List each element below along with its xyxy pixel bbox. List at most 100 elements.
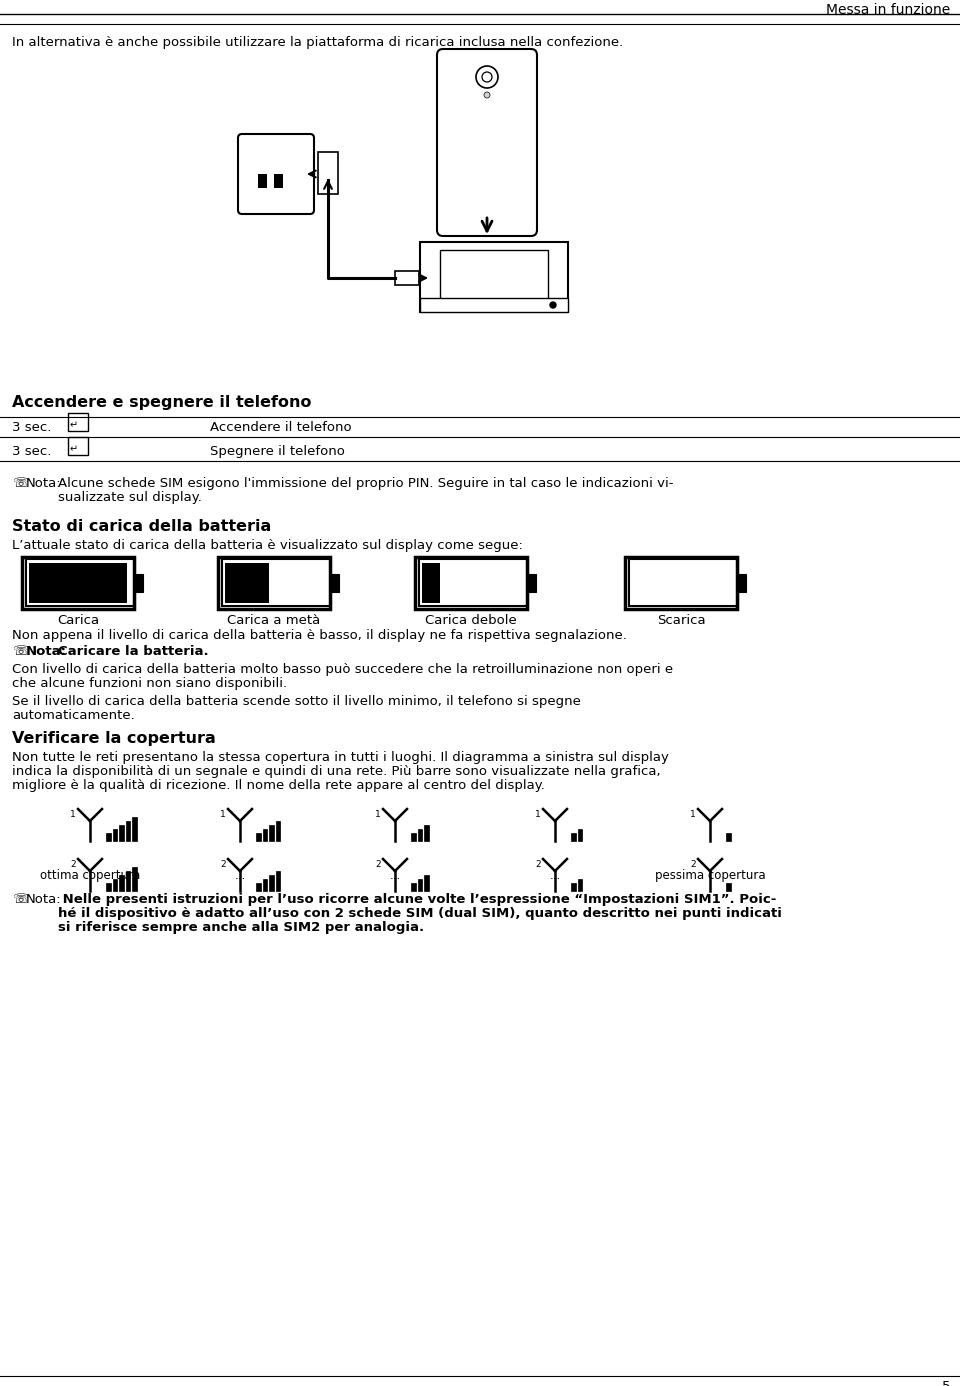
Bar <box>578 829 582 841</box>
Text: 5: 5 <box>942 1380 950 1386</box>
Text: 2: 2 <box>221 859 226 869</box>
FancyBboxPatch shape <box>238 134 314 213</box>
Bar <box>527 574 536 592</box>
Bar <box>411 833 416 841</box>
Bar <box>629 559 738 606</box>
Text: ...: ... <box>549 869 561 881</box>
Bar <box>274 175 283 188</box>
Text: ottima copertura: ottima copertura <box>40 869 140 881</box>
Bar <box>415 557 527 608</box>
Bar <box>330 574 339 592</box>
Bar <box>418 879 422 891</box>
Bar <box>419 559 528 606</box>
Bar <box>29 563 127 603</box>
Text: 1: 1 <box>375 809 381 819</box>
Bar <box>134 574 143 592</box>
Text: 2: 2 <box>70 859 76 869</box>
Text: pessima copertura: pessima copertura <box>655 869 765 881</box>
Text: si riferisce sempre anche alla SIM2 per analogia.: si riferisce sempre anche alla SIM2 per … <box>58 922 424 934</box>
Bar <box>126 870 130 891</box>
Bar <box>222 559 331 606</box>
Bar <box>256 883 260 891</box>
Bar <box>578 879 582 891</box>
Text: Non appena il livello di carica della batteria è basso, il display ne fa rispett: Non appena il livello di carica della ba… <box>12 629 627 642</box>
Circle shape <box>484 91 490 98</box>
Text: Spegnere il telefono: Spegnere il telefono <box>210 445 345 457</box>
Text: 1: 1 <box>70 809 76 819</box>
Bar <box>424 825 428 841</box>
Text: ↵: ↵ <box>70 420 78 430</box>
Text: Accendere il telefono: Accendere il telefono <box>210 421 351 434</box>
Bar <box>119 875 124 891</box>
Text: ☏: ☏ <box>12 477 29 491</box>
Text: Stato di carica della batteria: Stato di carica della batteria <box>12 518 272 534</box>
Text: 2: 2 <box>536 859 541 869</box>
Bar <box>737 574 746 592</box>
Text: ...: ... <box>390 869 400 881</box>
Bar <box>420 243 568 312</box>
Bar <box>68 413 88 431</box>
Bar <box>68 437 88 455</box>
Bar <box>112 879 117 891</box>
Text: 3 sec.: 3 sec. <box>12 445 52 457</box>
Bar <box>418 829 422 841</box>
Bar <box>262 879 267 891</box>
Bar <box>411 883 416 891</box>
Text: ↵: ↵ <box>70 444 78 455</box>
Text: automaticamente.: automaticamente. <box>12 710 134 722</box>
Text: Carica debole: Carica debole <box>425 614 516 626</box>
Bar <box>440 249 548 302</box>
Text: Nota:: Nota: <box>26 644 67 658</box>
Bar <box>276 821 280 841</box>
Text: Nelle presenti istruzioni per l’uso ricorre alcune volte l’espressione “Impostaz: Nelle presenti istruzioni per l’uso rico… <box>58 893 777 906</box>
Text: Verificare la copertura: Verificare la copertura <box>12 730 216 746</box>
Bar <box>395 272 419 286</box>
Bar <box>106 883 110 891</box>
Text: migliore è la qualità di ricezione. Il nome della rete appare al centro del disp: migliore è la qualità di ricezione. Il n… <box>12 779 545 791</box>
Bar <box>258 175 267 188</box>
Text: Accendere e spegnere il telefono: Accendere e spegnere il telefono <box>12 395 311 410</box>
Bar <box>726 833 731 841</box>
Bar <box>112 829 117 841</box>
Circle shape <box>482 72 492 82</box>
Bar <box>22 557 134 608</box>
Bar <box>424 875 428 891</box>
Bar <box>269 875 274 891</box>
Bar <box>119 825 124 841</box>
Text: Con livello di carica della batteria molto basso può succedere che la retroillum: Con livello di carica della batteria mol… <box>12 663 673 676</box>
Text: Scarica: Scarica <box>657 614 706 626</box>
Text: Carica: Carica <box>57 614 99 626</box>
Bar <box>132 816 136 841</box>
Text: ☏: ☏ <box>12 893 29 906</box>
Text: Non tutte le reti presentano la stessa copertura in tutti i luoghi. Il diagramma: Non tutte le reti presentano la stessa c… <box>12 751 669 764</box>
Bar <box>106 833 110 841</box>
Bar <box>571 833 575 841</box>
Bar <box>218 557 330 608</box>
Text: ☏: ☏ <box>12 644 29 658</box>
Text: 1: 1 <box>536 809 541 819</box>
Text: ...: ... <box>234 869 246 881</box>
FancyBboxPatch shape <box>437 49 537 236</box>
Text: In alternativa è anche possibile utilizzare la piattaforma di ricarica inclusa n: In alternativa è anche possibile utilizz… <box>12 36 623 49</box>
Bar <box>26 559 135 606</box>
Bar <box>422 563 440 603</box>
Bar <box>225 563 269 603</box>
Text: Se il livello di carica della batteria scende sotto il livello minimo, il telefo: Se il livello di carica della batteria s… <box>12 694 581 708</box>
Text: 1: 1 <box>690 809 696 819</box>
Circle shape <box>550 302 556 308</box>
Bar <box>318 152 338 194</box>
Text: sualizzate sul display.: sualizzate sul display. <box>58 491 202 505</box>
Text: 2: 2 <box>375 859 381 869</box>
Text: Caricare la batteria.: Caricare la batteria. <box>58 644 208 658</box>
Bar <box>269 825 274 841</box>
Text: hé il dispositivo è adatto all’uso con 2 schede SIM (dual SIM), quanto descritto: hé il dispositivo è adatto all’uso con 2… <box>58 906 781 920</box>
Text: Messa in funzione: Messa in funzione <box>826 3 950 17</box>
Bar <box>132 868 136 891</box>
Text: Nota:: Nota: <box>26 893 61 906</box>
Bar <box>420 298 568 312</box>
Text: 3 sec.: 3 sec. <box>12 421 52 434</box>
Bar <box>126 821 130 841</box>
Bar <box>625 557 737 608</box>
Text: Nota:: Nota: <box>26 477 61 491</box>
Bar <box>276 870 280 891</box>
